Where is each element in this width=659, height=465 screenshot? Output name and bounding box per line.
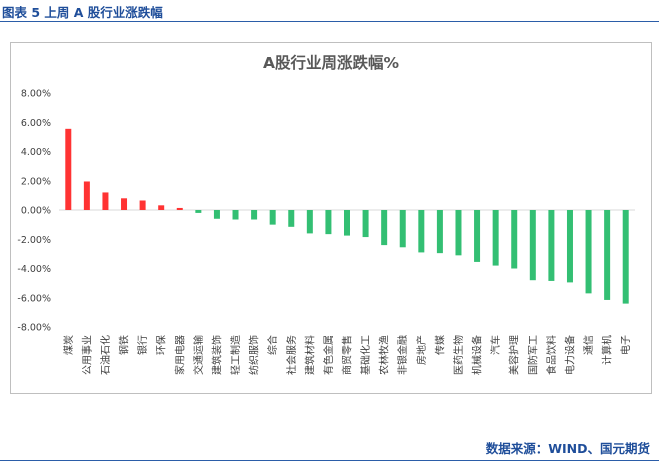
category-label: 有色金属 bbox=[322, 335, 335, 375]
bar-银行 bbox=[139, 200, 146, 210]
category-label: 非银金融 bbox=[396, 335, 409, 375]
category-label: 商贸零售 bbox=[341, 335, 354, 375]
category-label: 医药生物 bbox=[452, 335, 465, 375]
bar-通信 bbox=[585, 210, 592, 294]
bar-钢铁 bbox=[121, 198, 128, 210]
category-label: 建筑材料 bbox=[303, 335, 316, 375]
category-label: 公用事业 bbox=[80, 335, 93, 375]
category-label: 交通运输 bbox=[192, 335, 205, 375]
y-tick-label: 0.00% bbox=[21, 206, 51, 217]
category-label: 钢铁 bbox=[118, 335, 131, 355]
bar-基础化工 bbox=[362, 210, 369, 238]
bar-建筑材料 bbox=[306, 210, 313, 234]
category-label: 纺织服饰 bbox=[248, 335, 261, 375]
bar-chart: 8.00% 6.00% 4.00% 2.00% 0.00% -2.00% -4.00% -6.… bbox=[17, 89, 635, 375]
bar-房地产 bbox=[418, 210, 425, 253]
bar-纺织服饰 bbox=[251, 210, 258, 220]
header-rule bbox=[0, 21, 659, 22]
category-axis: 煤炭 公用事业 石油石化 钢铁 银行 环保 家用电器 交通运输 建筑装饰 轻工制造 纺织服饰 综合 社会… bbox=[62, 335, 632, 375]
y-tick-label: 4.00% bbox=[21, 147, 51, 158]
category-label: 轻工制造 bbox=[229, 335, 242, 375]
y-tick-label: -2.00% bbox=[17, 235, 51, 246]
category-label: 农林牧渔 bbox=[378, 335, 391, 375]
category-label: 环保 bbox=[155, 335, 168, 355]
bar-非银金融 bbox=[399, 210, 406, 248]
bar-轻工制造 bbox=[232, 210, 239, 220]
bar-医药生物 bbox=[455, 210, 462, 256]
bar-机械设备 bbox=[474, 210, 481, 262]
category-label: 家用电器 bbox=[173, 335, 186, 375]
bar-传媒 bbox=[436, 210, 443, 254]
category-label: 基础化工 bbox=[359, 335, 372, 375]
bar-电子 bbox=[622, 210, 629, 304]
category-label: 建筑装饰 bbox=[210, 335, 223, 375]
data-source: 数据来源：WIND、国元期货 bbox=[485, 441, 650, 456]
y-tick-label: -6.00% bbox=[17, 293, 51, 304]
bar-公用事业 bbox=[83, 181, 90, 210]
y-tick-label: -8.00% bbox=[17, 323, 51, 334]
bar-商贸零售 bbox=[344, 210, 350, 236]
bar-建筑装饰 bbox=[213, 210, 220, 219]
category-label: 食品饮料 bbox=[545, 335, 558, 375]
category-label: 通信 bbox=[583, 335, 595, 355]
bar-煤炭 bbox=[65, 128, 72, 210]
category-label: 综合 bbox=[266, 335, 279, 355]
category-label: 石油石化 bbox=[99, 335, 112, 375]
bar-计算机 bbox=[604, 210, 611, 300]
chart-frame: A股行业周涨跌幅% 8.00% 6.00% 4.00% 2.00% 0.00% -2.00… bbox=[10, 42, 652, 394]
chart-title: A股行业周涨跌幅% bbox=[262, 54, 400, 72]
footer-rule bbox=[0, 460, 659, 461]
bar-交通运输 bbox=[195, 210, 202, 213]
category-label: 社会服务 bbox=[285, 335, 298, 375]
bar-美容护理 bbox=[511, 210, 518, 269]
y-tick-label: -4.00% bbox=[17, 264, 51, 275]
y-axis: 8.00% 6.00% 4.00% 2.00% 0.00% -2.00% -4.00% -6.… bbox=[17, 89, 51, 334]
figure-caption: 图表 5 上周 A 股行业涨跌幅 bbox=[2, 5, 163, 20]
bar-国防军工 bbox=[529, 210, 536, 281]
bar-汽车 bbox=[492, 210, 499, 266]
category-label: 电子 bbox=[619, 335, 632, 355]
bar-家用电器 bbox=[176, 207, 183, 210]
category-label: 计算机 bbox=[601, 335, 614, 365]
bar-环保 bbox=[158, 205, 165, 210]
bar-series bbox=[65, 128, 629, 304]
category-label: 美容护理 bbox=[508, 335, 521, 375]
category-label: 机械设备 bbox=[471, 335, 484, 375]
y-tick-label: 6.00% bbox=[21, 118, 51, 129]
bar-石油石化 bbox=[102, 192, 109, 210]
bar-社会服务 bbox=[288, 210, 295, 227]
category-label: 电力设备 bbox=[563, 335, 576, 375]
bar-食品饮料 bbox=[548, 210, 555, 281]
bar-有色金属 bbox=[325, 210, 332, 235]
category-label: 房地产 bbox=[415, 335, 428, 365]
bar-农林牧渔 bbox=[381, 210, 388, 246]
category-label: 煤炭 bbox=[62, 335, 75, 355]
bar-电力设备 bbox=[566, 210, 573, 283]
category-label: 汽车 bbox=[489, 335, 502, 355]
y-tick-label: 8.00% bbox=[21, 89, 51, 100]
category-label: 传媒 bbox=[434, 335, 446, 355]
y-tick-label: 2.00% bbox=[21, 176, 51, 187]
category-label: 国防军工 bbox=[526, 335, 539, 375]
bar-综合 bbox=[269, 210, 276, 225]
category-label: 银行 bbox=[136, 335, 149, 355]
